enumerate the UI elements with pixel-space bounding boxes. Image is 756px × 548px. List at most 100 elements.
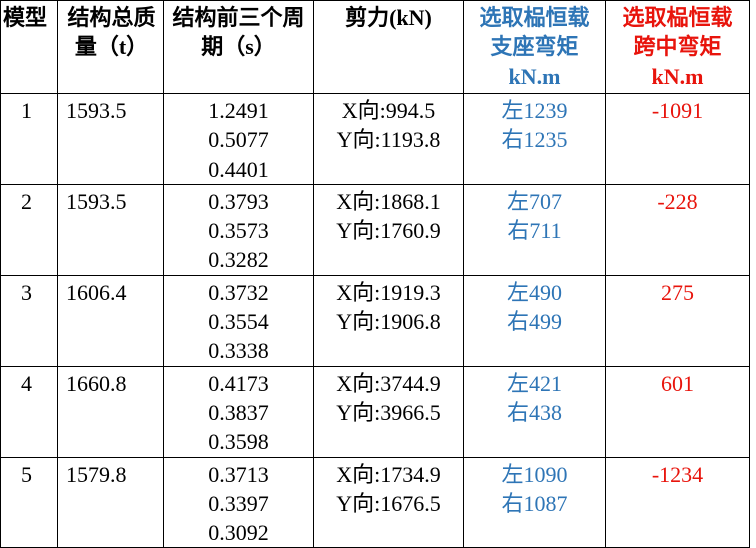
cell-line: 0.3598 [208,429,269,455]
table-header: 模型 结构总质 量（t） 结构前三个周 期（s） 剪力(kN) 选取榀恒载 支座弯矩 kN.m 选… [0,0,750,94]
table-cell: 275 [605,274,750,367]
cell-line: 1.2491 [208,98,269,123]
cell-line: Y向:1676.5 [336,490,441,516]
table-cell: 0.3793 0.3573 0.3282 [163,183,314,276]
cell-line: 2 [21,188,32,214]
table-cell: 1593.5 [57,183,164,276]
table-cell: 1579.8 [57,456,164,548]
cell-line: 1593.5 [66,98,127,123]
cell-line: X向:1919.3 [336,279,441,305]
table-cell: 左1090 右1087 [463,456,606,548]
cell-line: 0.3713 [208,461,269,487]
table-cell: X向:3744.9 Y向:3966.5 [313,365,464,458]
cell-line: -228 [657,188,698,214]
table-cell: 1 [0,93,58,185]
table-body: 1 1593.5 1.2491 0.5077 0.4401 X向:994.5 Y向:1193… [0,93,750,548]
table-cell: 左421 右438 [463,365,606,458]
cell-line: 1 [21,98,32,123]
table-cell: 0.3732 0.3554 0.3338 [163,274,314,367]
table-cell: 左490 右499 [463,274,606,367]
cell-line: 0.4401 [208,156,269,182]
table-cell: X向:994.5 Y向:1193.8 [313,93,464,185]
table-cell: -1234 [605,456,750,548]
table-cell: 601 [605,365,750,458]
table-cell: 0.4173 0.3837 0.3598 [163,365,314,458]
table-cell: 5 [0,456,58,548]
table-row: 4 1660.8 0.4173 0.3837 0.3598 X向:3744.9 Y向:396… [0,365,750,458]
cell-line: 左1239 [501,98,568,123]
cell-line: 支座弯矩 [490,34,579,60]
cell-line: X向:994.5 [341,98,436,123]
cell-line: 剪力(kN) [345,5,432,30]
cell-line: X向:3744.9 [336,370,441,396]
cell-line: X向:1734.9 [336,461,441,487]
cell-line: 4 [21,370,32,396]
cell-line: 右1087 [501,490,568,516]
header-cell: 选取榀恒载支座弯矩 kN.m [463,0,606,94]
cell-line: -1091 [651,98,704,123]
cell-line: 0.3282 [208,247,269,273]
cell-line: 右438 [506,399,562,425]
table-cell: 1606.4 [57,274,164,367]
cell-line: 右711 [507,218,562,244]
cell-line: 0.3338 [208,338,269,364]
table-cell: 4 [0,365,58,458]
table-cell: 3 [0,274,58,367]
table-cell: 左707 右711 [463,183,606,276]
header-row: 模型 结构总质 量（t） 结构前三个周 期（s） 剪力(kN) 选取榀恒载 支座弯矩 kN.m 选… [0,0,750,94]
cell-line: 1606.4 [66,279,127,305]
table-row: 3 1606.4 0.3732 0.3554 0.3338 X向:1919.3 Y向:190… [0,274,750,367]
cell-line: 左490 [506,279,562,305]
cell-line: 选取榀恒载 [622,5,733,30]
cell-line: 3 [21,279,32,305]
header-cell: 结构前三个周 期（s） [163,0,314,94]
table-cell: X向:1919.3 Y向:1906.8 [313,274,464,367]
cell-line: 0.3837 [208,399,269,425]
cell-line: Y向:3966.5 [336,399,441,425]
cell-line: 275 [661,279,694,305]
table-cell: X向:1734.9 Y向:1676.5 [313,456,464,548]
header-cell: 选取榀恒载跨中弯矩 kN.m [605,0,750,94]
table-cell: 1593.5 [57,93,164,185]
cell-line: 左707 [506,188,562,214]
table-row: 5 1579.8 0.3713 0.3397 0.3092 X向:1734.9 Y向:167… [0,456,750,548]
table-cell: 左1239 右1235 [463,93,606,185]
cell-line: 期（s） [201,34,276,60]
cell-line: 左1090 [501,461,568,487]
cell-line: 601 [661,370,694,396]
cell-line: 选取榀恒载 [479,5,590,30]
cell-line: Y向:1760.9 [336,218,441,244]
cell-line: 0.3573 [208,218,269,244]
cell-line: 模型 [3,5,48,30]
cell-line: 0.4173 [208,370,269,396]
cell-line: 1593.5 [66,188,127,214]
cell-line: 量（t） [74,34,149,60]
cell-line: 右1235 [501,127,568,153]
cell-line: Y向:1906.8 [336,309,441,335]
table-cell: 0.3713 0.3397 0.3092 [163,456,314,548]
table-cell: 1.2491 0.5077 0.4401 [163,93,314,185]
cell-line: kN.m [508,63,561,89]
cell-line: Y向:1193.8 [336,127,441,153]
cell-line: 0.3092 [208,520,269,546]
header-cell: 剪力(kN) [313,0,464,94]
cell-line: 0.3397 [208,490,269,516]
cell-line: 0.5077 [208,127,269,153]
cell-line: 5 [21,461,32,487]
cell-line: 0.3793 [208,188,269,214]
cell-line: -1234 [651,461,704,487]
table-cell: -228 [605,183,750,276]
cell-line: 0.3732 [208,279,269,305]
cell-line: 左421 [506,370,562,396]
cell-line: 跨中弯矩 [633,34,722,60]
cell-line: X向:1868.1 [336,188,441,214]
cell-line: 0.3554 [208,309,269,335]
table-cell: 1660.8 [57,365,164,458]
cell-line: 结构总质 [67,5,156,30]
table-row: 2 1593.5 0.3793 0.3573 0.3282 X向:1868.1 Y向:176… [0,183,750,276]
table-row: 1 1593.5 1.2491 0.5077 0.4401 X向:994.5 Y向:1193… [0,93,750,185]
table-cell: -1091 [605,93,750,185]
header-cell: 结构总质量（t） [57,0,164,94]
cell-line: kN.m [651,63,704,89]
